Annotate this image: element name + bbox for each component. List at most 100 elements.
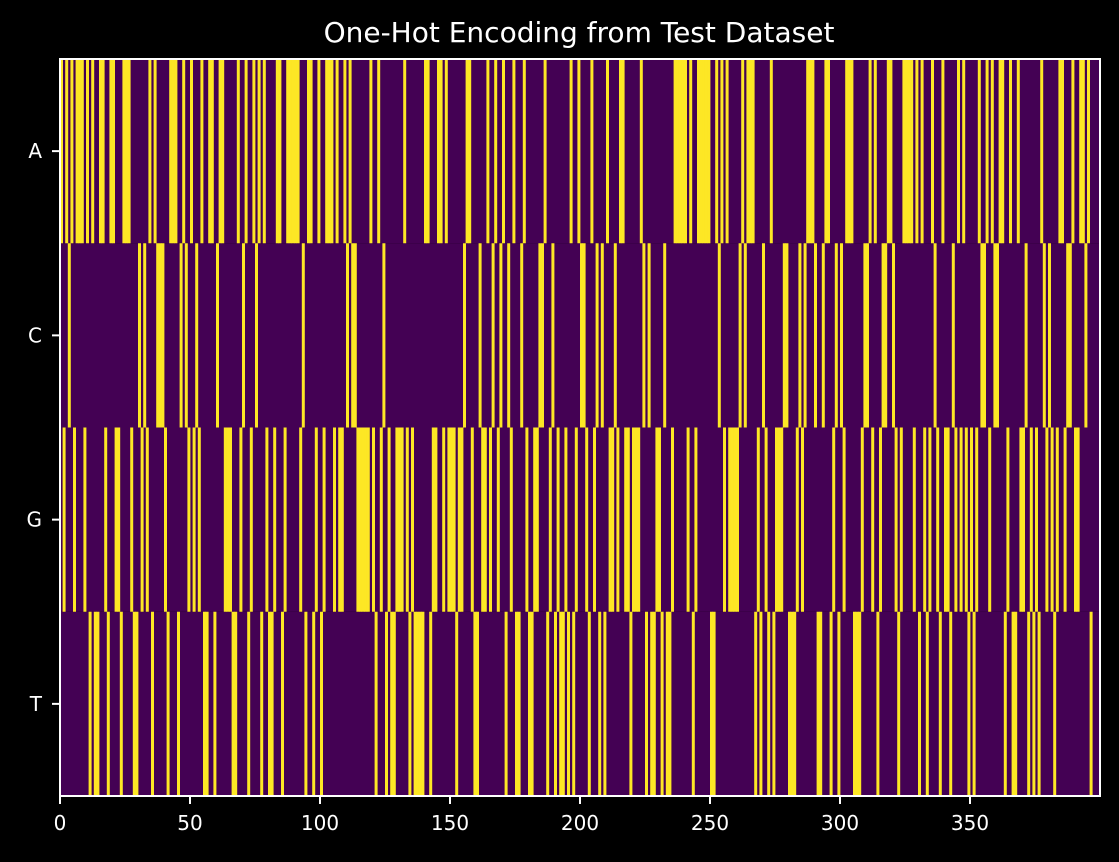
heatmap-cell: [411, 427, 414, 612]
heatmap-cell: [1035, 427, 1038, 612]
heatmap-cell: [598, 611, 602, 796]
heatmap-cell: [678, 59, 682, 244]
heatmap-cell: [624, 427, 628, 612]
heatmap-cell: [660, 611, 664, 796]
heatmap-cell: [793, 611, 797, 796]
heatmap-cell: [294, 59, 297, 244]
heatmap-cell: [743, 243, 747, 428]
heatmap-cell: [673, 59, 677, 244]
heatmap-cell: [127, 59, 131, 244]
heatmap-cell: [468, 59, 472, 244]
heatmap-cell: [434, 427, 438, 612]
heatmap-cell: [840, 243, 843, 428]
heatmap-cell: [603, 611, 607, 796]
heatmap-cell: [756, 427, 760, 612]
heatmap-cell: [886, 59, 890, 244]
heatmap-cell: [109, 59, 113, 244]
heatmap-cell: [437, 59, 440, 244]
heatmap-cell: [905, 59, 908, 244]
heatmap-cell: [372, 427, 375, 612]
heatmap-cell: [717, 243, 721, 428]
heatmap-cell: [187, 427, 191, 612]
heatmap-cell: [637, 427, 641, 612]
heatmap-cell: [413, 611, 417, 796]
heatmap-cell: [463, 243, 466, 428]
heatmap-cell: [723, 427, 726, 612]
heatmap-cell: [876, 611, 880, 796]
heatmap-cell: [587, 611, 591, 796]
heatmap-cell: [119, 611, 123, 796]
heatmap-cell: [88, 611, 92, 796]
heatmap-cell: [944, 427, 947, 612]
heatmap-cell: [470, 427, 474, 612]
y-axis: A C G T: [27, 139, 60, 716]
heatmap-cell: [873, 59, 877, 244]
heatmap-cell: [559, 611, 563, 796]
heatmap-cell: [608, 427, 612, 612]
heatmap-cell: [733, 427, 737, 612]
heatmap-cell: [1001, 59, 1005, 244]
heatmap-cell: [582, 243, 586, 428]
heatmap-cell: [819, 611, 823, 796]
heatmap-cell: [647, 243, 651, 428]
heatmap-cell: [845, 59, 849, 244]
heatmap-cell: [281, 611, 284, 796]
heatmap-cell: [639, 59, 643, 244]
heatmap-cell: [327, 59, 331, 244]
heatmap-cell: [837, 611, 841, 796]
heatmap-cell: [489, 427, 492, 612]
heatmap-cell: [801, 427, 804, 612]
heatmap-cell: [736, 427, 739, 612]
heatmap-cell: [790, 611, 794, 796]
heatmap-cell: [1024, 243, 1028, 428]
heatmap-cell: [135, 611, 139, 796]
heatmap-cell: [902, 59, 906, 244]
heatmap-cell: [496, 427, 500, 612]
heatmap-cell: [374, 611, 378, 796]
heatmap-cell: [803, 243, 807, 428]
heatmap-cell: [353, 243, 357, 428]
heatmap-cell: [580, 243, 583, 428]
heatmap-cell: [265, 427, 269, 612]
heatmap-cell: [491, 243, 495, 428]
heatmap-cell: [169, 59, 173, 244]
heatmap-cell: [65, 59, 69, 244]
heatmap-cell: [226, 427, 230, 612]
heatmap-cell: [184, 243, 188, 428]
heatmap-cell: [749, 59, 752, 244]
heatmap-cell: [561, 611, 565, 796]
heatmap-cell: [429, 611, 433, 796]
heatmap-cell: [179, 243, 183, 428]
heatmap-cell: [330, 59, 334, 244]
heatmap-cell: [483, 427, 487, 612]
heatmap-cell: [335, 59, 339, 244]
heatmap-cell: [1022, 427, 1025, 612]
heatmap-cell: [366, 427, 370, 612]
heatmap-cell: [923, 427, 927, 612]
heatmap-cell: [338, 427, 342, 612]
heatmap-cell: [730, 427, 734, 612]
heatmap-cell: [1040, 59, 1044, 244]
heatmap-cell: [928, 427, 932, 612]
heatmap-cell: [312, 611, 316, 796]
heatmap-cell: [530, 611, 534, 796]
heatmap-cell: [990, 59, 994, 244]
heatmap-cell: [528, 611, 531, 796]
heatmap-cell: [1029, 427, 1033, 612]
heatmap-cell: [686, 427, 690, 612]
heatmap-cell: [725, 59, 729, 244]
heatmap-cell: [658, 427, 661, 612]
heatmap-cell: [1042, 243, 1046, 428]
heatmap-cell: [1009, 59, 1012, 244]
heatmap-cell: [616, 427, 620, 612]
heatmap-cell: [359, 427, 362, 612]
heatmap-cell: [291, 59, 295, 244]
heatmap-cell: [988, 427, 992, 612]
heatmap-cell: [405, 427, 409, 612]
heatmap-cell: [538, 243, 542, 428]
heatmap-cell: [499, 243, 503, 428]
heatmap-cell: [621, 59, 625, 244]
heatmap-cell: [767, 611, 771, 796]
heatmap-cell: [590, 59, 594, 244]
